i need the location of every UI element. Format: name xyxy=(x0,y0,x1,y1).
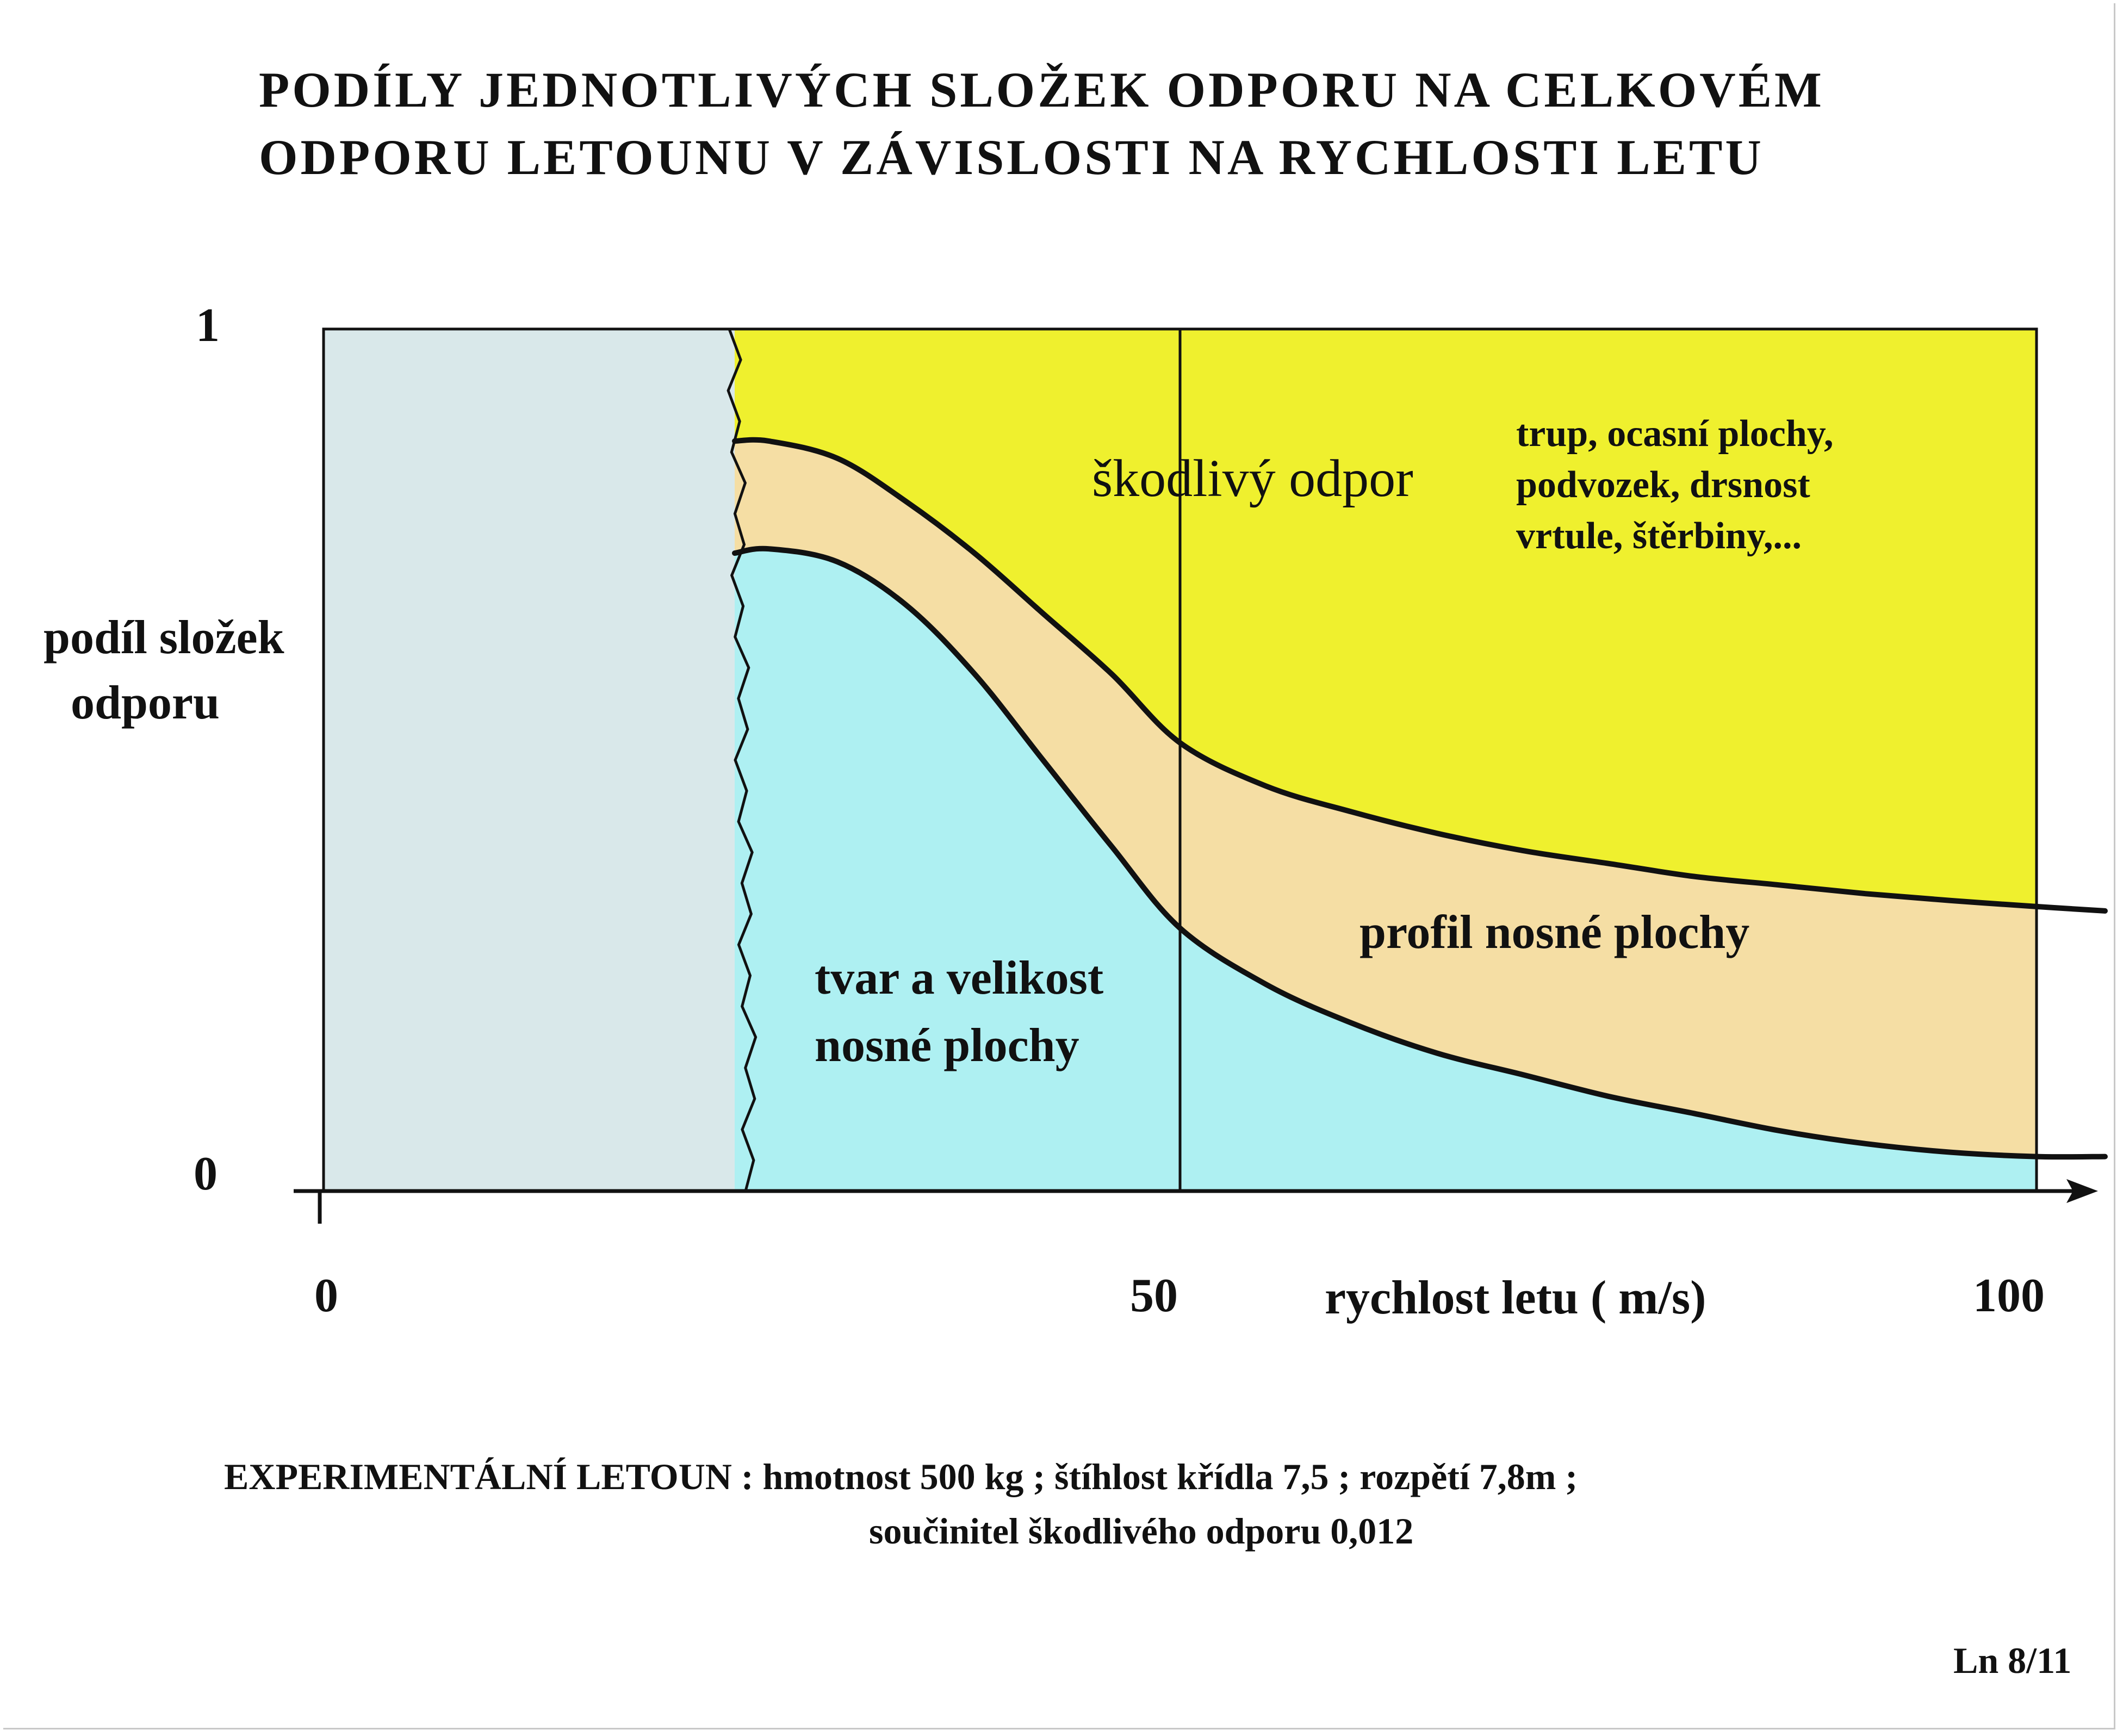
x-tick-50: 50 xyxy=(1130,1269,1178,1322)
wing-shape-area xyxy=(735,548,2037,1191)
footer-line-2: součinitel škodlivého odporu 0,012 xyxy=(869,1510,1414,1552)
parasitic-label: škodlivý odpor xyxy=(1092,449,1413,508)
y-axis-label-line2: odporu xyxy=(71,677,220,729)
parasitic-item-2: podvozek, drsnost xyxy=(1516,464,1810,506)
chart-title: PODÍLY JEDNOTLIVÝCH SLOŽEK ODPORU NA CEL… xyxy=(259,62,1824,117)
wing-shape-label-line1: tvar a velikost xyxy=(815,952,1104,1005)
chart-subtitle: ODPORU LETOUNU V ZÁVISLOSTI NA RYCHLOSTI… xyxy=(259,129,1764,185)
unknown-region xyxy=(324,329,735,1191)
x-tick-0: 0 xyxy=(314,1269,338,1322)
low-speed-boundary xyxy=(727,328,758,1192)
parasitic-item-3: vrtule, štěrbiny,... xyxy=(1516,515,1802,557)
parasitic-item-1: trup, ocasní plochy, xyxy=(1516,413,1834,455)
y-tick-1: 1 xyxy=(196,299,220,352)
airfoil-area xyxy=(735,439,2037,1157)
wing-shape-curve xyxy=(732,545,2108,1160)
airfoil-label: profil nosné plochy xyxy=(1360,906,1750,959)
x-axis-label: rychlost letu ( m/s) xyxy=(1325,1272,1706,1324)
x-axis-arrow xyxy=(2066,1179,2098,1203)
page-border xyxy=(3,3,2115,1729)
airfoil-curve xyxy=(732,437,2108,914)
page-code: Ln 8/11 xyxy=(1953,1640,2072,1681)
wing-shape-label-line2: nosné plochy xyxy=(815,1019,1079,1072)
y-axis-label-line1: podíl složek xyxy=(44,611,284,664)
parasitic-area xyxy=(735,329,2037,907)
x-tick-100: 100 xyxy=(1973,1269,2045,1322)
y-tick-0: 0 xyxy=(194,1148,218,1200)
footer-line-1: EXPERIMENTÁLNÍ LETOUN : hmotnost 500 kg … xyxy=(224,1456,1578,1497)
